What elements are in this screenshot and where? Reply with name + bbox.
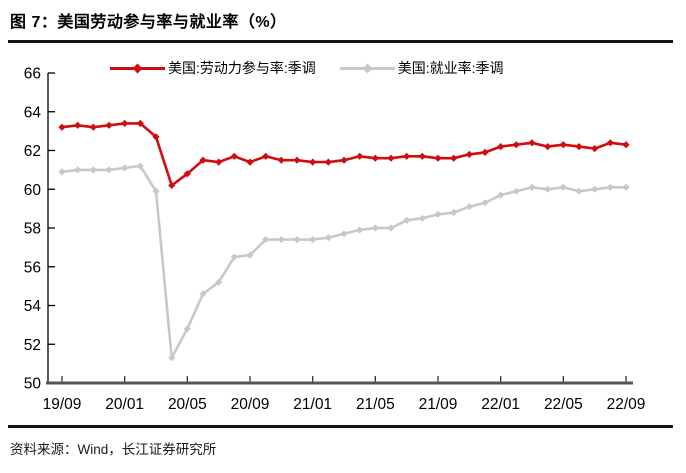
employment-line-marker-icon (339, 61, 395, 75)
legend-label-employment: 美国:就业率:季调 (397, 60, 504, 76)
y-axis-tick-label: 54 (24, 298, 42, 315)
employment-series-markers (58, 162, 630, 362)
x-axis-tick-label: 22/05 (544, 396, 583, 413)
legend-label-participation: 美国:劳动力参与率:季调 (168, 60, 316, 76)
x-axis-tick-label: 20/01 (105, 396, 144, 413)
y-axis-tick-label: 58 (24, 221, 41, 238)
y-axis-tick-label: 64 (24, 104, 42, 121)
bottom-rule (8, 425, 673, 428)
x-axis-tick-label: 22/01 (481, 396, 520, 413)
x-axis-tick-label: 21/05 (356, 396, 395, 413)
chart-legend: 美国:劳动力参与率:季调 美国:就业率:季调 (110, 58, 504, 78)
x-axis-tick-label: 20/05 (168, 396, 207, 413)
y-axis-tick-label: 62 (24, 143, 41, 160)
y-axis-tick-label: 52 (24, 337, 41, 354)
line-chart: 50 52 54 56 58 60 62 64 66 19/09 20/01 20/05 20/09 21… (24, 66, 646, 414)
legend-item-employment: 美国:就业率:季调 (339, 58, 504, 78)
chart-title: 图 7：美国劳动参与率与就业率（%） (10, 14, 287, 31)
x-axis-tick-label: 19/09 (43, 396, 82, 413)
y-axis-tick-label: 60 (24, 182, 42, 199)
participation-line-marker-icon (110, 61, 165, 75)
x-axis-tick-label: 20/09 (231, 396, 270, 413)
y-axis-tick-label: 56 (24, 259, 41, 276)
participation-series-markers (58, 119, 630, 189)
y-axis-tick-label: 50 (24, 376, 42, 393)
source-note: 资料来源：Wind，长江证券研究所 (10, 442, 217, 457)
y-axis-tick-label: 66 (24, 66, 41, 83)
title-rule (8, 40, 673, 43)
x-axis-tick-label: 21/09 (419, 396, 458, 413)
legend-item-participation: 美国:劳动力参与率:季调 (110, 58, 316, 78)
x-axis-tick-label: 22/09 (607, 396, 646, 413)
employment-series-line (60, 164, 628, 360)
x-axis-tick-label: 21/01 (293, 396, 332, 413)
